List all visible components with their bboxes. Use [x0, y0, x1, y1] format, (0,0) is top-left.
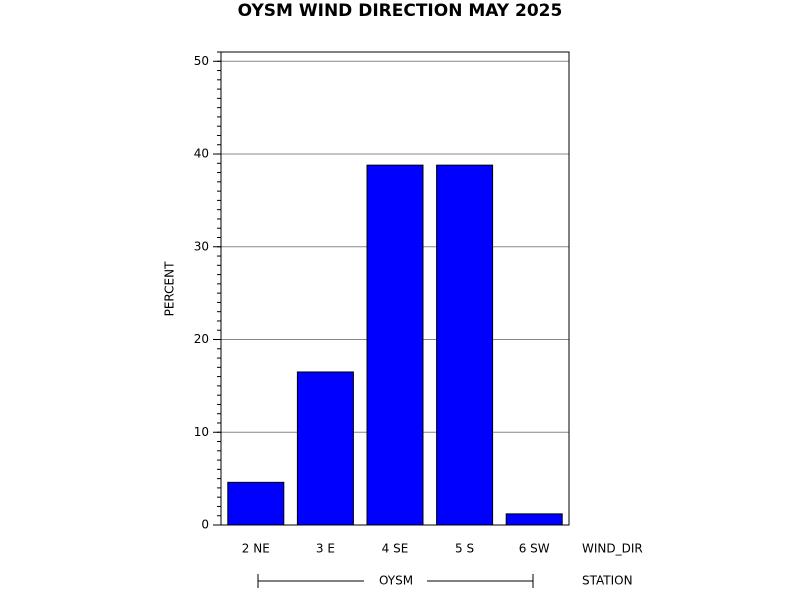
bar	[436, 164, 494, 526]
bar	[296, 371, 354, 526]
chart-title: OYSM WIND DIRECTION MAY 2025	[238, 1, 563, 21]
bar	[505, 513, 563, 526]
x-tick-label: 2 NE	[242, 542, 270, 556]
group-axis-label: STATION	[582, 574, 633, 588]
x-tick-label: 5 S	[455, 542, 474, 556]
x-tick-label: 4 SE	[382, 542, 409, 556]
y-tick-label: 40	[194, 147, 209, 161]
y-tick-label: 50	[194, 54, 209, 68]
x-tick-label: 3 E	[316, 542, 335, 556]
bar	[227, 481, 285, 526]
y-tick-label: 30	[194, 239, 209, 253]
x-tick-label: 6 SW	[519, 542, 550, 556]
plot-frame	[220, 51, 570, 526]
y-tick-label: 0	[201, 518, 209, 532]
group-label: OYSM	[379, 574, 413, 588]
y-axis-label: PERCENT	[163, 261, 177, 316]
x-axis-label: WIND_DIR	[582, 542, 643, 556]
bar	[366, 164, 424, 526]
y-tick-label: 20	[194, 332, 209, 346]
y-tick-label: 10	[194, 425, 209, 439]
